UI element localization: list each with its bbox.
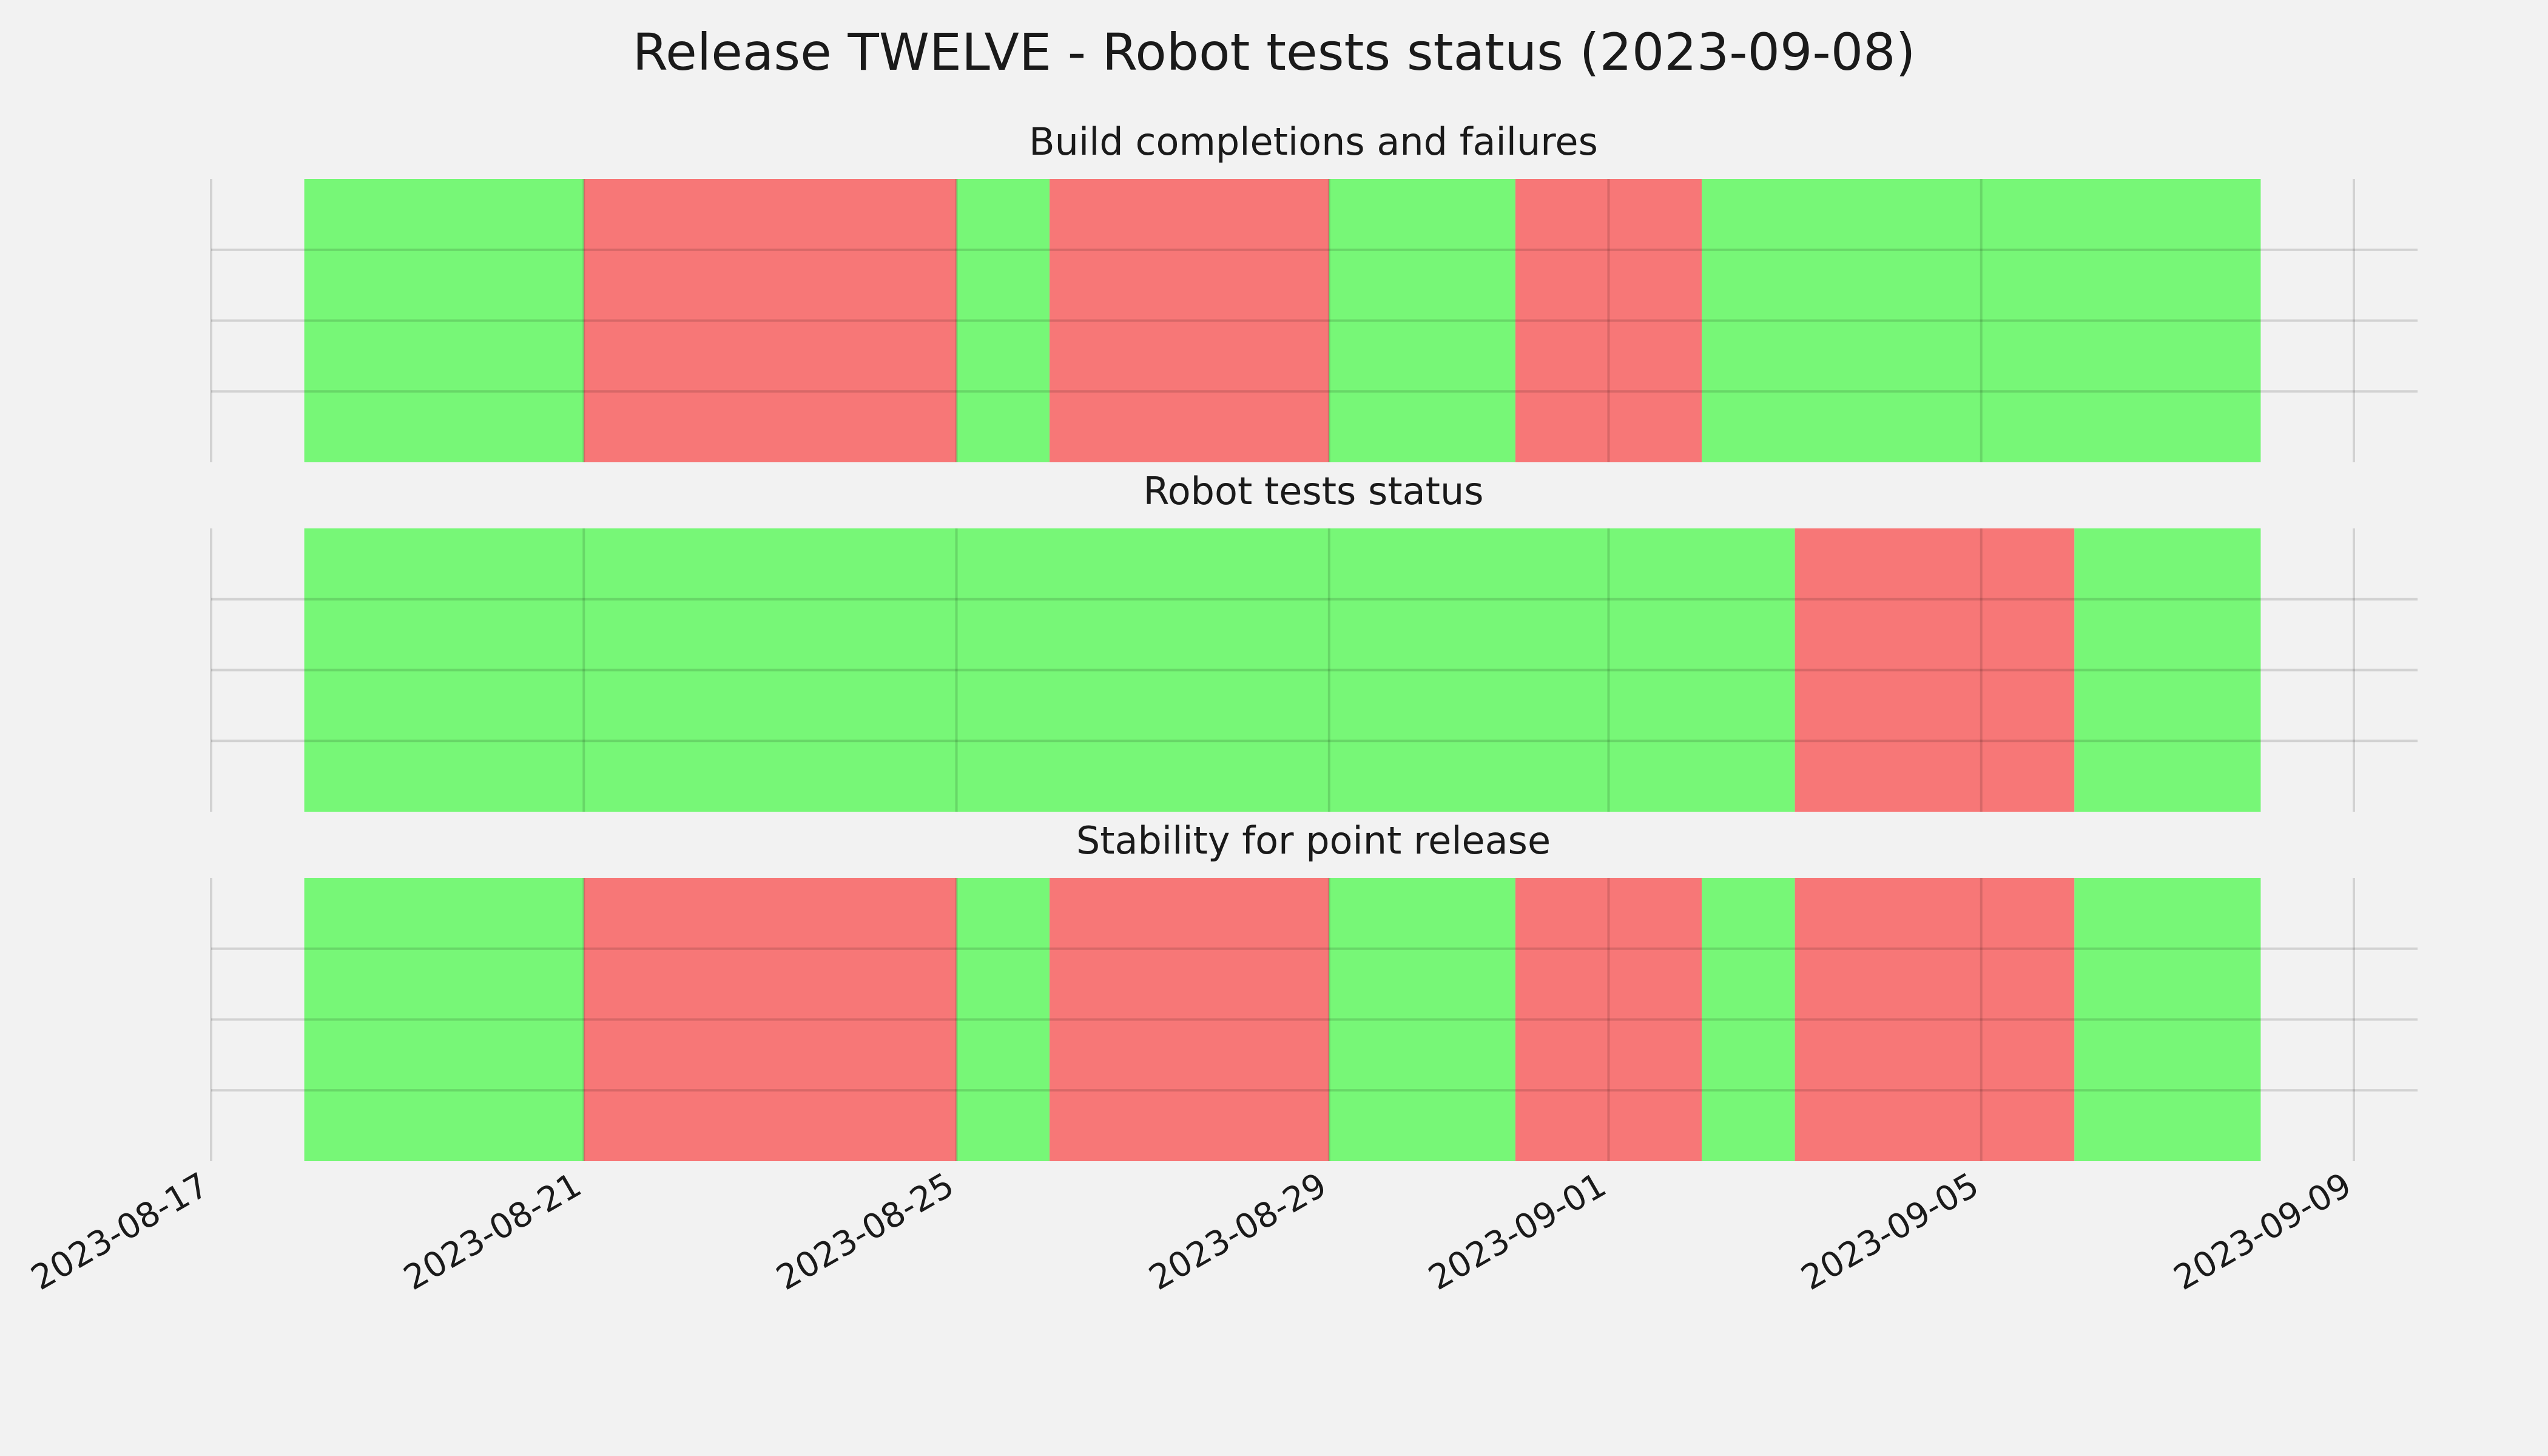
segment-pass <box>304 528 1795 812</box>
x-tick-label: 2023-09-09 <box>2168 1165 2358 1298</box>
x-axis-ticks: 2023-08-17 2023-08-21 2023-08-25 2023-08-29… <box>25 1165 2358 1298</box>
x-tick-label: 2023-08-25 <box>770 1165 960 1298</box>
panel-title: Build completions and failures <box>1029 120 1598 164</box>
segment-pass <box>1329 179 1515 462</box>
segment-fail <box>1795 878 2075 1161</box>
segment-fail <box>1515 878 1702 1161</box>
panel-1: Build completions and failures <box>210 120 2418 462</box>
panel-title: Robot tests status <box>1143 469 1483 513</box>
panel-3: Stability for point release <box>210 818 2418 1161</box>
segment-pass <box>304 179 584 462</box>
segment-fail <box>1795 528 2075 812</box>
segment-fail <box>584 878 957 1161</box>
segment-fail <box>1515 179 1702 462</box>
segment-fail <box>1050 179 1329 462</box>
panels: Build completions and failures Robot test… <box>210 120 2418 1161</box>
x-tick-label: 2023-08-21 <box>397 1165 588 1298</box>
segment-pass <box>2074 878 2261 1161</box>
segment-pass <box>1329 878 1515 1161</box>
panel-2: Robot tests status <box>210 469 2418 812</box>
x-tick-label: 2023-08-17 <box>25 1165 215 1298</box>
segment-pass <box>956 878 1050 1161</box>
segment-pass <box>2074 528 2261 812</box>
segment-pass <box>956 179 1050 462</box>
x-tick-label: 2023-09-01 <box>1422 1165 1613 1298</box>
segment-pass <box>304 878 584 1161</box>
segment-fail <box>1050 878 1329 1161</box>
x-tick-label: 2023-08-29 <box>1142 1165 1333 1298</box>
segment-fail <box>584 179 957 462</box>
segment-pass <box>1702 179 2261 462</box>
x-tick-label: 2023-09-05 <box>1795 1165 1985 1298</box>
panel-title: Stability for point release <box>1076 818 1551 863</box>
chart-title: Release TWELVE - Robot tests status (202… <box>633 22 1916 82</box>
segment-pass <box>1702 878 1795 1161</box>
